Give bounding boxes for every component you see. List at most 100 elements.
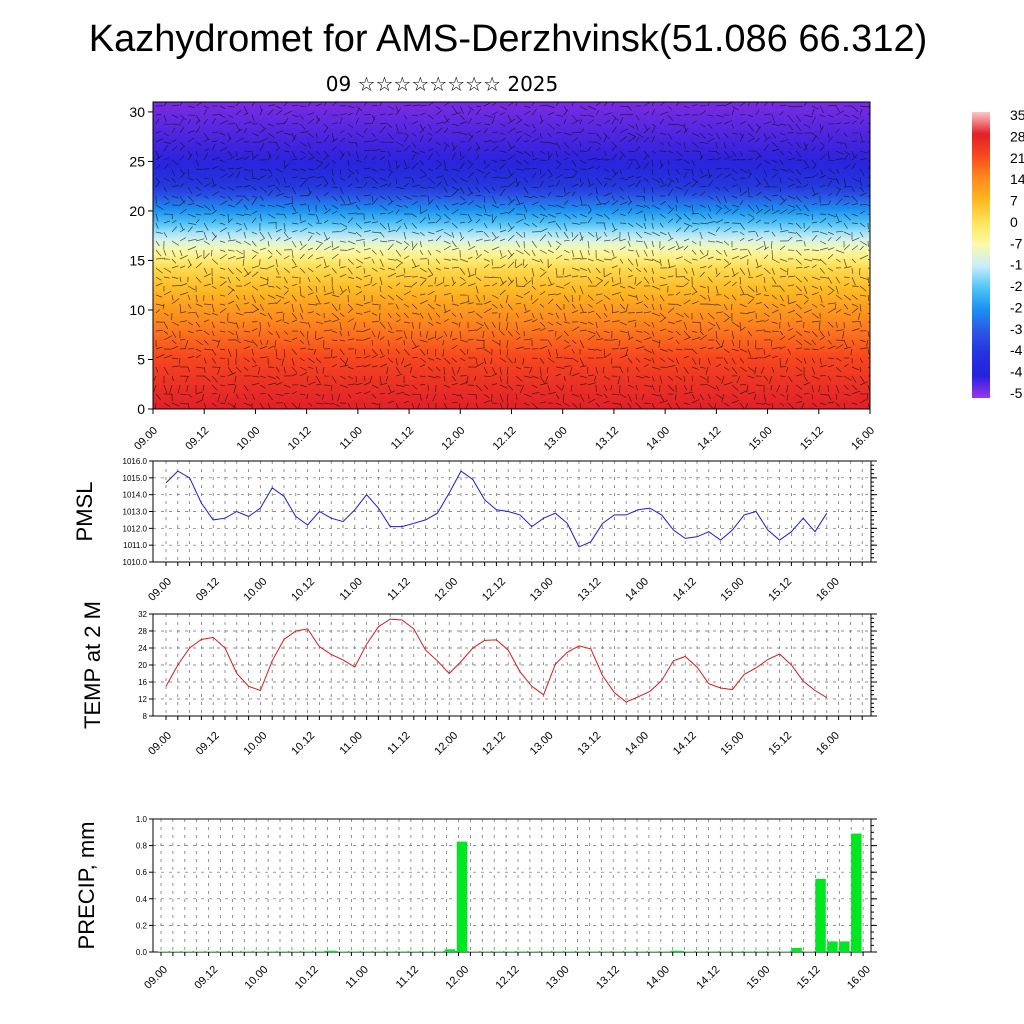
precip-bar [552,951,563,952]
panel-grid [153,460,871,563]
panel-ytick-label: 0.6 [136,868,148,877]
precip-chart: 0.0 0.2 0.4 0.6 0.8 1.0 09.00 09.12 10.00 10.12 11… [74,815,877,992]
colorbar-label: -5 [1010,385,1023,401]
panel-ytick-label: 0.8 [136,842,148,851]
panel-ytick-label: 1.0 [136,815,148,824]
panel-ytick-label: 24 [138,644,147,653]
precip-bar [803,951,814,952]
precip-bar [516,951,527,952]
precip-bar [719,951,731,952]
heatmap-xtick-label: 11.12 [389,425,416,452]
colorbar-label: -4 [1010,364,1023,380]
panel-ylabel: PMSL [72,482,97,542]
precip-bar [815,878,826,952]
panel-xtick-label: 13.00 [528,730,556,758]
heatmap-ytick-label: 30 [129,104,145,120]
precip-bar [707,951,719,952]
precip-bar [385,951,396,952]
heatmap-xtick-label: 09.12 [183,425,211,453]
vertical-cross-section-heatmap: 0 5 10 15 20 25 30 09.00 09.12 10.00 10.12 11.00 11.… [129,101,877,453]
panel-ytick-label: 0.4 [136,895,148,904]
panel-ytick-label: 0.2 [136,921,148,930]
panel-xtick-label: 15.12 [795,964,823,992]
precip-bar [480,951,492,952]
heatmap-xtick-label: 14.12 [696,425,724,453]
precip-bar [755,951,766,952]
precip-bar [289,951,300,952]
precip-bar [695,951,707,952]
panel-xtick-label: 10.12 [289,576,317,604]
precip-bar [743,951,754,952]
panel-xtick-label: 12.00 [432,576,460,604]
precip-bar [540,951,551,952]
colorbar-label: -3 [1010,321,1023,337]
panel-xtick-label: 12.12 [480,730,508,758]
panel-xtick-label: 11.12 [394,964,421,991]
panel-xtick-label: 11.00 [338,730,365,757]
panel-ylabel: PRECIP, mm [74,822,99,950]
precip-bar [779,951,790,952]
panel-xtick-label: 14.12 [671,730,699,758]
heatmap-ytick-label: 10 [129,302,145,318]
panel-xtick-label: 09.12 [192,964,220,992]
panel-xtick-label: 14.00 [623,730,651,758]
panel-ytick-label: 1015.0 [123,474,148,483]
heatmap-xtick-label: 13.00 [542,425,570,453]
precip-bar [217,951,229,952]
panel-ytick-label: 12 [138,695,147,704]
panel-xtick-label: 15.00 [745,964,773,992]
colorbar: 35 28 21 14 7 0 -7 -1 -2 -2 -3 -4 -4 -5 [972,107,1024,401]
temp-chart: 8 12 16 20 24 28 32 09.00 09.12 10.00 10.12 11.00 11… [80,601,877,758]
colorbar-label: 35 [1010,107,1024,123]
precip-bar [349,951,360,952]
precip-bar [528,951,539,952]
heatmap-xtick-label: 09.00 [132,425,160,453]
precip-bar [325,950,336,952]
colorbar-label: -7 [1010,235,1023,251]
panel-xtick-label: 15.12 [766,576,794,604]
colorbar-label: 7 [1010,193,1018,209]
panel-xtick-label: 15.00 [719,730,747,758]
panel-xtick-label: 11.00 [338,576,365,603]
precip-bar [277,951,288,952]
panel-xtick-label: 16.00 [814,730,842,758]
panel-xtick-label: 09.12 [194,730,222,758]
panel-xtick-label: 14.12 [671,576,699,604]
precip-bar [588,951,599,952]
panel-ylabel: TEMP at 2 M [80,601,105,729]
panel-ytick-label: 0.0 [136,948,148,957]
precip-bar [564,951,575,952]
panel-xtick-label: 13.12 [594,964,622,992]
precip-bar [636,951,647,952]
precip-bar [337,951,348,952]
panel-xtick-label: 10.12 [293,964,321,992]
precip-bar [456,841,468,952]
panel-xtick-label: 12.00 [443,964,471,992]
panel-ytick-label: 32 [138,610,147,619]
precip-bar [158,951,169,952]
precip-bar [659,951,671,952]
precip-bar [839,941,850,952]
panel-xtick-label: 10.00 [242,730,270,758]
panel-xtick-label: 12.00 [432,730,460,758]
heatmap-xtick-label: 12.12 [491,425,519,453]
precip-bar [432,951,444,952]
panel-xtick-label: 12.12 [480,576,508,604]
precip-bar [301,951,312,952]
panel-xtick-label: 13.12 [575,576,603,604]
colorbar-label: 21 [1010,150,1024,166]
heatmap-xtick-label: 16.00 [849,425,877,453]
panel-xtick-label: 15.12 [766,730,794,758]
precip-bar [169,951,181,952]
precip-bar [193,951,205,952]
precip-bar [253,951,265,952]
wind-vectors [153,102,870,409]
heatmap-xtick-label: 11.00 [338,425,365,452]
panel-xtick-label: 11.00 [344,964,371,991]
panel-grid [153,818,871,953]
page-title: Kazhydromet for AMS-Derzhvinsk(51.086 66… [88,18,928,60]
panel-xtick-label: 09.00 [142,964,170,992]
panel-frame [152,818,872,953]
pmsl-chart: 1010.0 1011.0 1012.0 1013.0 1014.0 1015.0 1016… [72,457,877,604]
